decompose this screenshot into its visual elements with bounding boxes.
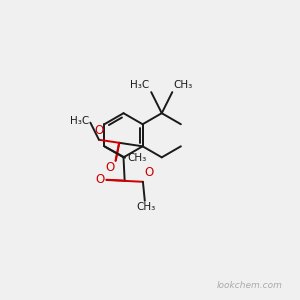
Text: O: O [105,161,114,174]
Text: H₃C: H₃C [70,116,89,127]
Text: CH₃: CH₃ [174,80,193,90]
Text: CH₃: CH₃ [136,202,156,212]
Text: O: O [144,167,154,179]
Text: lookchem.com: lookchem.com [217,281,283,290]
Text: H₃C: H₃C [130,80,150,90]
Text: O: O [96,173,105,187]
Text: O: O [94,124,104,137]
Text: CH₃: CH₃ [128,153,147,163]
